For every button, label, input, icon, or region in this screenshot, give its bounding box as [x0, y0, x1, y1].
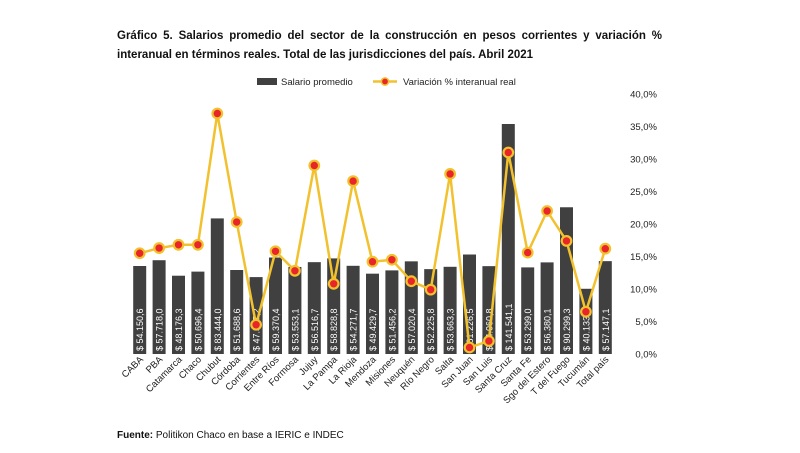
y-tick-label: 40,0%: [630, 90, 657, 101]
chart-title: Gráfico 5. Salarios promedio del sector …: [117, 30, 662, 61]
line-point: [405, 275, 418, 288]
bar: [269, 257, 282, 354]
bar: [210, 218, 224, 354]
bar-value-label: $ 141.541,1: [504, 303, 514, 351]
line-point: [386, 253, 398, 266]
bar: [385, 270, 399, 354]
bar: [366, 273, 379, 354]
bar: [133, 266, 147, 354]
bar: [521, 267, 535, 354]
line-point: [541, 205, 553, 217]
bar-value-label: $ 53.663,3: [446, 308, 456, 351]
line-point: [327, 277, 340, 290]
y-tick-label: 35,0%: [630, 122, 657, 133]
bar: [540, 262, 554, 354]
y-tick-label: 20,0%: [630, 220, 657, 231]
bar: [307, 262, 321, 354]
bar-value-label: $ 54.271,7: [349, 308, 359, 351]
bar: [288, 266, 302, 354]
bar-value-label: $ 51.688,6: [232, 308, 242, 351]
bar-value-label: $ 56.516,7: [310, 308, 320, 351]
bar-value-label: $ 54.150,6: [135, 308, 145, 351]
legend-line-label: Variación % interanual real: [403, 77, 516, 88]
line-point: [424, 283, 437, 296]
y-tick-label: 5,0%: [635, 317, 657, 328]
bar: [482, 266, 496, 354]
bar-value-label: $ 58.828,8: [329, 308, 339, 351]
bar: [191, 271, 205, 354]
source-note: Fuente: Politikon Chaco en base a IERIC …: [117, 430, 344, 441]
bar-value-label: $ 57.020,4: [407, 308, 417, 351]
source-text: Politikon Chaco en base a IERIC e INDEC: [155, 430, 344, 441]
bar: [598, 261, 612, 354]
line-point: [521, 246, 534, 259]
y-tick-label: 25,0%: [630, 187, 657, 198]
y-tick-label: 15,0%: [630, 252, 657, 263]
bar-value-label: $ 40.133,2: [581, 308, 591, 351]
line-point: [580, 305, 592, 318]
line-point: [308, 159, 321, 172]
line-point: [250, 318, 263, 331]
bar-value-label: $ 59.370,4: [271, 308, 281, 351]
line-point: [133, 247, 146, 260]
y-tick-label: 30,0%: [630, 155, 657, 166]
source-label: Fuente:: [117, 430, 154, 441]
line-point: [483, 335, 495, 347]
line-point: [269, 245, 282, 258]
line-point: [172, 238, 185, 251]
bar-value-label: $ 49.429,7: [368, 308, 378, 351]
line-point: [560, 234, 573, 247]
line-point: [153, 242, 166, 254]
bar-value-label: $ 48.176,3: [174, 308, 184, 351]
bar: [172, 275, 185, 354]
bar: [249, 277, 263, 354]
legend-bar-label: Salario promedio: [281, 77, 353, 88]
bar-value-label: $ 53.299,0: [523, 308, 533, 351]
bar-value-label: $ 53.553,1: [290, 308, 300, 351]
bar: [152, 260, 166, 354]
line-point: [599, 242, 612, 255]
x-tick-label: CABA: [120, 354, 147, 381]
legend-bar-swatch: [257, 78, 277, 85]
bar-value-label: $ 90.299,3: [562, 308, 572, 351]
line-point: [366, 255, 379, 268]
bar-value-label: $ 57.147,1: [601, 308, 611, 351]
line-point: [463, 341, 476, 354]
bar-value-label: $ 52.225,8: [426, 308, 436, 351]
bar-value-label: $ 83.444,0: [213, 308, 223, 351]
y-tick-label: 10,0%: [630, 285, 657, 296]
line-point: [347, 175, 360, 188]
line-point: [230, 216, 243, 228]
legend-line-marker: [380, 77, 390, 86]
bar: [230, 270, 244, 354]
bar-value-label: $ 57.718,0: [155, 308, 165, 351]
y-tick-label: 0,0%: [635, 350, 657, 361]
bar: [443, 266, 457, 354]
line-point: [211, 107, 224, 120]
bar-value-label: $ 56.380,1: [543, 308, 553, 351]
line-point: [444, 168, 457, 180]
line-point: [191, 238, 204, 251]
line-point: [502, 146, 515, 159]
bar-value-label: $ 61.226,5: [465, 308, 475, 351]
bar-value-label: $ 51.456,2: [387, 308, 397, 351]
line-point: [289, 264, 301, 277]
bar-value-label: $ 50.696,4: [193, 308, 203, 351]
bar: [346, 265, 360, 354]
